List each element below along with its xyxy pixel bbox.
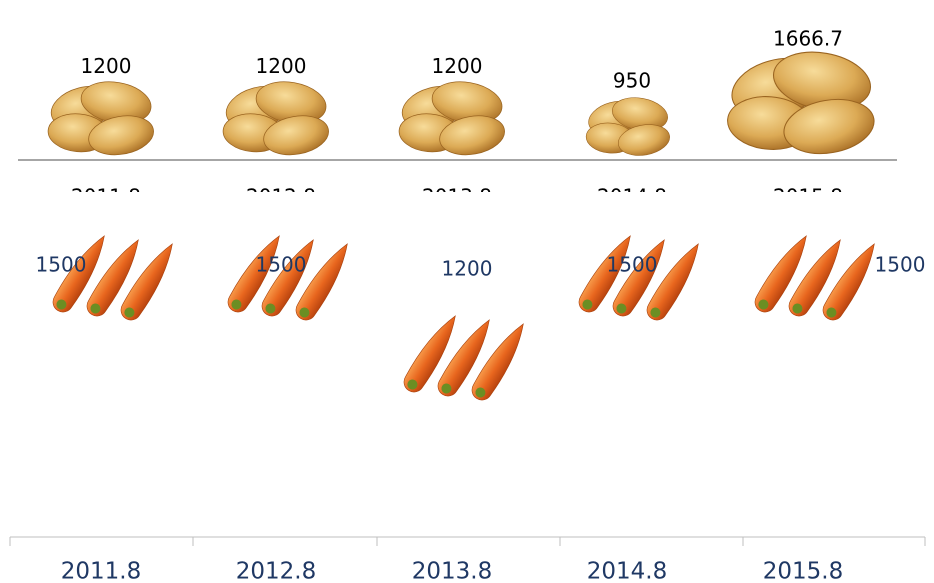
carrot — [86, 239, 139, 317]
carrot-top — [90, 303, 101, 314]
x-tick-label: 2015.8 — [773, 185, 843, 209]
x-tick-label: 2013.8 — [412, 559, 492, 583]
carrot — [52, 235, 105, 313]
carrot-body — [612, 239, 665, 317]
data-label: 1500 — [875, 253, 926, 277]
x-tick-label: 2014.8 — [587, 559, 667, 583]
carrot-icon — [227, 235, 348, 321]
potato-icon — [398, 81, 505, 156]
carrot-body — [437, 319, 490, 397]
data-label: 1200 — [256, 54, 307, 78]
carrot-top — [792, 303, 803, 314]
carrot-body — [52, 235, 105, 313]
potato-icon — [585, 97, 670, 156]
x-tick-label: 2015.8 — [763, 559, 843, 583]
carrot — [612, 239, 665, 317]
carrot-top — [407, 379, 418, 390]
carrot — [227, 235, 280, 313]
carrot-top — [265, 303, 276, 314]
carrot-body — [471, 323, 524, 401]
x-tick-label: 2014.8 — [597, 185, 667, 209]
carrot-body — [754, 235, 807, 313]
potato-part — [617, 124, 670, 156]
carrot — [471, 323, 524, 401]
potato-icon — [47, 81, 154, 156]
carrot-top — [441, 383, 452, 394]
data-label: 1500 — [256, 253, 307, 277]
carrot-icon — [403, 315, 524, 401]
carrot-icon — [578, 235, 699, 321]
carrot — [437, 319, 490, 397]
carrot-icon — [754, 235, 875, 321]
carrot-top — [758, 299, 769, 310]
potato-icon — [222, 81, 329, 156]
carrot — [578, 235, 631, 313]
carrot — [295, 243, 348, 321]
carrot-top — [475, 387, 486, 398]
data-label: 950 — [613, 69, 651, 93]
x-tick-label: 2011.8 — [71, 185, 141, 209]
potato-part — [88, 115, 154, 156]
carrot — [403, 315, 456, 393]
carrot-body — [261, 239, 314, 317]
potato-part — [263, 115, 329, 156]
x-tick-label: 2012.8 — [236, 559, 316, 583]
carrot — [261, 239, 314, 317]
carrot-top — [231, 299, 242, 310]
carrot-body — [295, 243, 348, 321]
potato-icon — [727, 51, 875, 155]
carrot-top — [616, 303, 627, 314]
carrot — [646, 243, 699, 321]
carrot-top — [124, 307, 135, 318]
data-label: 1666.7 — [773, 27, 843, 51]
carrot — [788, 239, 841, 317]
data-label: 1200 — [432, 54, 483, 78]
carrot-top — [56, 299, 67, 310]
carrot — [822, 243, 875, 321]
data-label: 1200 — [442, 257, 493, 281]
carrot — [754, 235, 807, 313]
carrot-body — [120, 243, 173, 321]
data-label: 1200 — [81, 54, 132, 78]
carrot-body — [403, 315, 456, 393]
carrot-top — [826, 307, 837, 318]
carrot-icon — [52, 235, 173, 321]
carrot-top — [582, 299, 593, 310]
carrot-body — [227, 235, 280, 313]
carrot-body — [646, 243, 699, 321]
x-tick-label: 2013.8 — [422, 185, 492, 209]
carrot-top — [299, 307, 310, 318]
carrot-top — [650, 307, 661, 318]
x-tick-label: 2011.8 — [61, 559, 141, 583]
data-label: 1500 — [607, 253, 658, 277]
carrot-body — [86, 239, 139, 317]
potato-part — [439, 115, 505, 156]
carrot-body — [578, 235, 631, 313]
x-tick-label: 2012.8 — [246, 185, 316, 209]
carrot-body — [822, 243, 875, 321]
carrot-body — [788, 239, 841, 317]
carrot — [120, 243, 173, 321]
data-label: 1500 — [36, 253, 87, 277]
potato-part — [783, 98, 875, 155]
